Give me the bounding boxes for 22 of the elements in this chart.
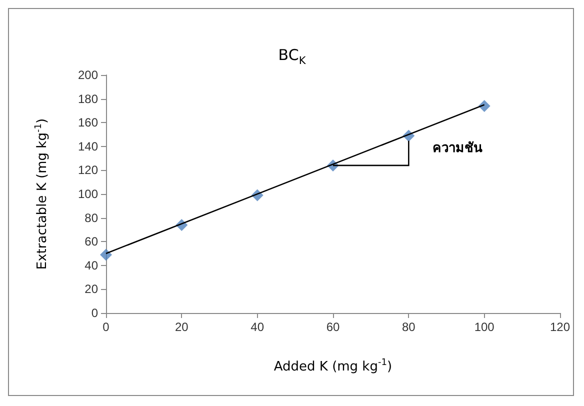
y-tick-label: 0 (91, 306, 98, 320)
x-axis-title: Added K (mg kg$^{-1}$) (272, 358, 394, 374)
x-tick-label: 80 (402, 320, 416, 334)
point (100, 248, 112, 261)
x-tick-label: 60 (326, 320, 340, 334)
y-tick-label: 20 (84, 282, 98, 296)
y-tick-label: 180 (78, 92, 98, 106)
y-tick-label: 140 (78, 139, 98, 154)
chart-title: BC$_{K}$ (277, 46, 307, 67)
x-tick-label: 0 (102, 320, 110, 334)
y-tick-label: 60 (84, 234, 98, 249)
x-tick-label: 120 (550, 320, 570, 334)
x-tick-label: 20 (174, 320, 189, 334)
y-tick-label: 160 (78, 116, 98, 130)
y-tick-label: 40 (84, 258, 98, 272)
y-tick-label: 100 (78, 187, 98, 201)
x-tick-label: 40 (250, 320, 264, 334)
x-tick-label: 100 (474, 320, 495, 334)
annotation: ความชัน (432, 140, 483, 158)
y-tick-label: 200 (78, 68, 98, 82)
y-tick-label: 80 (84, 210, 98, 225)
y-tick-label: 120 (78, 163, 98, 178)
